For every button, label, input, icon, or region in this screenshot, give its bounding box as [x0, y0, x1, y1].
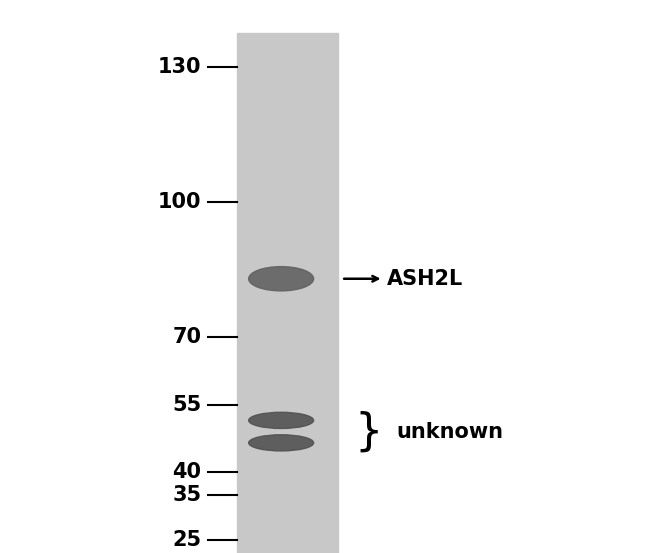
- Bar: [237, 33, 338, 553]
- Ellipse shape: [248, 267, 313, 291]
- Ellipse shape: [248, 413, 313, 429]
- Ellipse shape: [248, 435, 313, 451]
- Text: 25: 25: [172, 530, 202, 550]
- Text: ASH2L: ASH2L: [387, 269, 463, 289]
- Text: 130: 130: [158, 58, 202, 77]
- Text: 40: 40: [172, 462, 202, 482]
- Text: 100: 100: [158, 192, 202, 212]
- Text: 70: 70: [172, 327, 202, 347]
- Text: }: }: [354, 410, 383, 453]
- Text: unknown: unknown: [396, 421, 504, 442]
- Text: 35: 35: [172, 484, 202, 504]
- Text: 55: 55: [172, 395, 202, 415]
